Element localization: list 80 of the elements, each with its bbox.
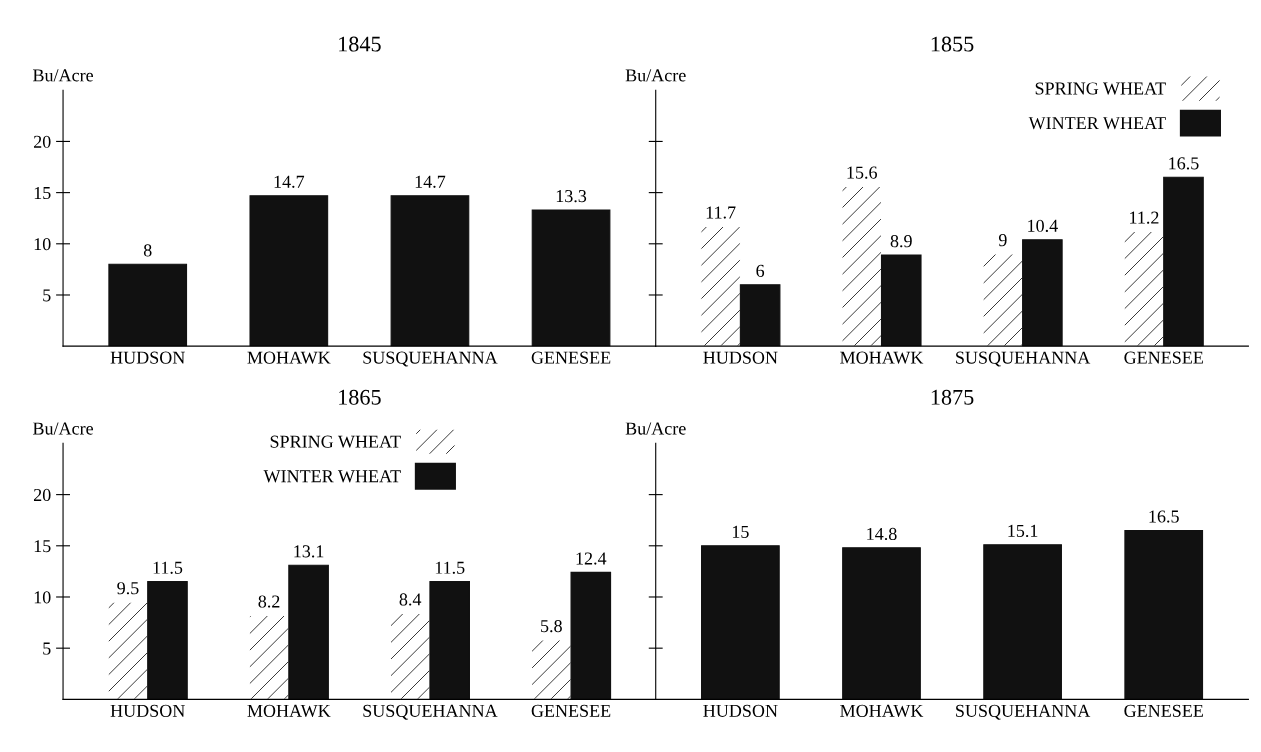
data-label: 10.4	[1028, 219, 1058, 232]
y-axis-title: Bu/Acre	[625, 69, 686, 82]
bar	[389, 612, 431, 700]
bar	[739, 284, 781, 347]
bar	[1163, 176, 1204, 347]
x-tick-label: HUDSON	[110, 351, 185, 364]
data-label: 14.7	[274, 175, 305, 188]
bar	[1123, 230, 1165, 347]
bar	[108, 263, 188, 347]
x-tick-label: MOHAWK	[247, 704, 331, 718]
x-tick-label: MOHAWK	[247, 351, 331, 364]
y-tick-label: 20	[33, 135, 51, 148]
x-tick-label: SUSQUEHANNA	[363, 704, 498, 720]
data-label: 16.5	[1149, 510, 1179, 523]
chart-title: 1865	[339, 389, 381, 405]
data-label: 8	[143, 244, 152, 257]
bar	[982, 253, 1024, 347]
y-tick-label: 10	[34, 591, 51, 604]
x-tick-label: HUDSON	[703, 351, 778, 364]
bar	[700, 225, 741, 347]
bar	[841, 185, 883, 347]
data-label: 11.7	[706, 206, 736, 219]
legend-label: WINTER WHEAT	[1028, 117, 1166, 130]
data-label: 16.5	[1169, 157, 1199, 170]
data-label: 13.3	[556, 190, 587, 203]
x-tick-label: MOHAWK	[840, 704, 924, 718]
bar	[390, 195, 470, 347]
x-tick-label: SUSQUEHANNA	[956, 704, 1091, 720]
legend-label: SPRING WHEAT	[1035, 82, 1166, 95]
chart-title: 1875	[931, 389, 974, 405]
y-tick-label: 15	[34, 186, 51, 200]
chart-title: 1855	[931, 36, 974, 52]
data-label: 13.1	[294, 545, 324, 558]
x-tick-label: HUDSON	[110, 704, 185, 717]
chart-title: 1845	[339, 36, 381, 52]
bar	[288, 564, 329, 700]
x-tick-label: SUSQUEHANNA	[956, 351, 1091, 367]
bar	[531, 209, 611, 347]
bar	[147, 581, 188, 700]
y-tick-label: 15	[34, 540, 51, 553]
x-tick-label: SUSQUEHANNA	[363, 351, 498, 367]
y-tick-label: 5	[43, 289, 51, 302]
x-tick-label: GENESEE	[1124, 351, 1203, 364]
y-tick-label: 5	[43, 642, 51, 655]
bar	[880, 254, 922, 347]
bar	[248, 614, 290, 700]
data-label: 9	[998, 234, 1007, 247]
bar	[530, 639, 572, 700]
y-tick-label: 20	[33, 488, 51, 502]
x-tick-label: GENESEE	[531, 704, 611, 717]
data-label: 5.8	[541, 619, 562, 633]
data-label: 9.5	[117, 582, 139, 595]
data-label: 11.2	[1130, 211, 1159, 224]
data-label: 8.9	[890, 235, 912, 248]
x-tick-label: HUDSON	[703, 704, 778, 717]
data-label: 6	[756, 264, 765, 277]
bar	[429, 581, 471, 700]
y-axis-title: Bu/Acre	[32, 69, 94, 82]
y-tick-label: 10	[34, 238, 51, 251]
y-axis-title: Bu/Acre	[625, 422, 686, 435]
data-label: 14.8	[867, 527, 897, 541]
bar	[570, 571, 612, 700]
data-label: 12.4	[576, 552, 607, 565]
data-label: 8.4	[399, 593, 422, 606]
y-axis-title: Bu/Acre	[32, 422, 94, 435]
data-label: 14.7	[415, 175, 446, 188]
data-label: 15.6	[847, 166, 877, 179]
data-label: 11.5	[435, 561, 465, 574]
bar	[1022, 239, 1063, 347]
bar	[107, 601, 149, 700]
data-label: 15.1	[1008, 524, 1038, 538]
legend-label: WINTER WHEAT	[263, 470, 401, 483]
data-label: 8.2	[258, 595, 280, 608]
data-label: 15	[732, 525, 749, 538]
x-tick-label: MOHAWK	[840, 351, 924, 364]
x-tick-label: GENESEE	[531, 351, 611, 364]
data-label: 11.5	[153, 561, 183, 574]
x-tick-label: GENESEE	[1124, 704, 1203, 717]
bar	[249, 195, 329, 347]
legend-label: SPRING WHEAT	[270, 435, 401, 448]
